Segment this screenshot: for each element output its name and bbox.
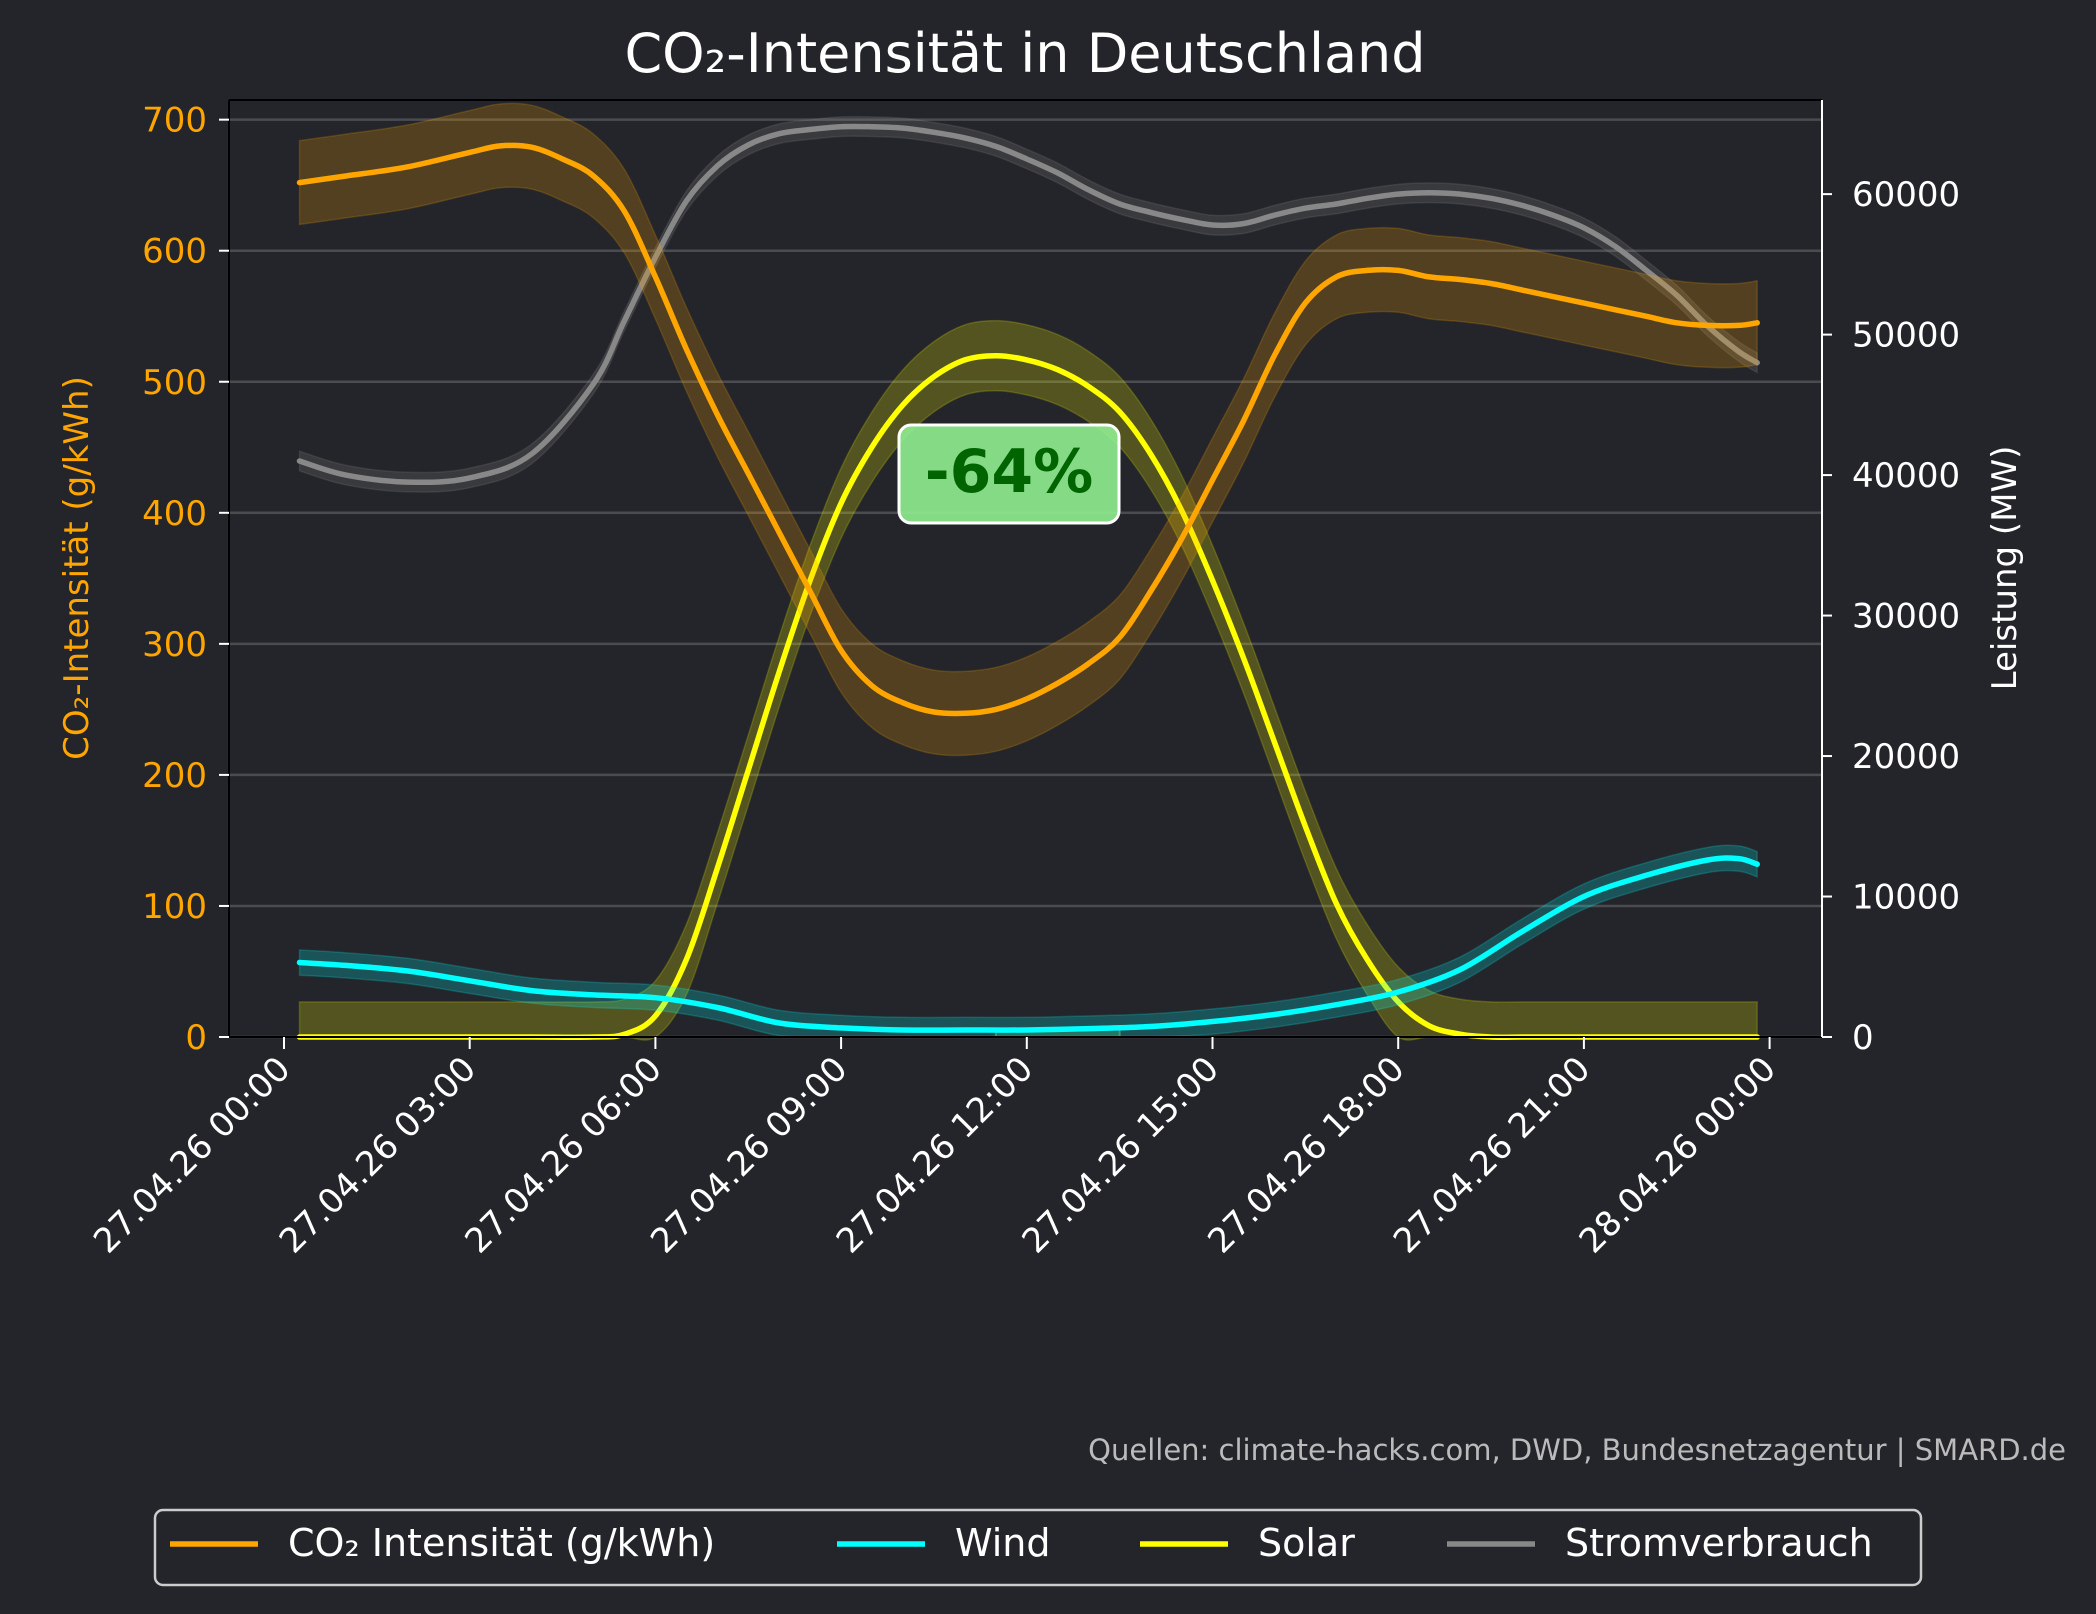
right-ticks: 0 10000 20000 30000 40000 50000 60000 <box>1822 175 1960 1058</box>
right-tick-label: 30000 <box>1852 597 1960 637</box>
right-tick-label: 40000 <box>1852 456 1960 496</box>
axes <box>228 99 1823 1038</box>
left-tick-label: 0 <box>185 1018 207 1058</box>
legend: CO₂ Intensität (g/kWh) Wind Solar Stromverb… <box>153 1508 1923 1587</box>
series-layer <box>296 102 1760 1041</box>
left-ticks: 0 100 200 300 400 500 600 700 <box>142 101 229 1058</box>
legend-box <box>153 1508 1923 1587</box>
left-tick-label: 700 <box>142 101 207 141</box>
left-tick-label: 200 <box>142 756 207 796</box>
right-tick-label: 0 <box>1852 1018 1874 1058</box>
legend-label: Wind <box>955 1521 1051 1565</box>
left-tick-label: 600 <box>142 232 207 272</box>
left-tick-label: 500 <box>142 363 207 403</box>
left-tick-label: 100 <box>142 887 207 927</box>
y-right-label: Leistung (MW) <box>1985 446 2025 691</box>
series-co-intensit-t-g-kwh- <box>296 102 1760 757</box>
highlight-annotation: -64% <box>897 423 1121 525</box>
left-tick-label: 300 <box>142 625 207 665</box>
legend-entry: Wind <box>837 1521 1051 1565</box>
series-line <box>296 352 1760 1040</box>
series-line <box>296 855 1760 1033</box>
right-tick-label: 10000 <box>1852 878 1960 918</box>
legend-label: CO₂ Intensität (g/kWh) <box>288 1521 715 1565</box>
left-tick-label: 400 <box>142 494 207 534</box>
y-left-label: CO₂-Intensität (g/kWh) <box>57 376 97 760</box>
legend-label: Solar <box>1258 1521 1355 1565</box>
legend-label: Stromverbrauch <box>1565 1521 1873 1565</box>
uncertainty-band <box>298 115 1758 493</box>
source-note: Quellen: climate-hacks.com, DWD, Bundesn… <box>1088 1433 2066 1467</box>
legend-entry: Stromverbrauch <box>1447 1521 1873 1565</box>
highlight-annotation-box <box>897 423 1121 525</box>
legend-entry: CO₂ Intensität (g/kWh) <box>170 1521 715 1565</box>
right-tick-label: 20000 <box>1852 737 1960 777</box>
legend-entries: CO₂ Intensität (g/kWh) Wind Solar Stromverb… <box>170 1521 1873 1565</box>
chart-title: CO₂-Intensität in Deutschland <box>624 22 1425 85</box>
right-tick-label: 50000 <box>1852 316 1960 356</box>
uncertainty-band <box>298 319 1758 1041</box>
legend-entry: Solar <box>1140 1521 1355 1565</box>
series-line <box>296 142 1760 717</box>
uncertainty-band <box>298 102 1758 757</box>
highlight-annotation-text: -64% <box>925 437 1094 507</box>
series-solar <box>296 319 1760 1041</box>
right-tick-label: 60000 <box>1852 175 1960 215</box>
